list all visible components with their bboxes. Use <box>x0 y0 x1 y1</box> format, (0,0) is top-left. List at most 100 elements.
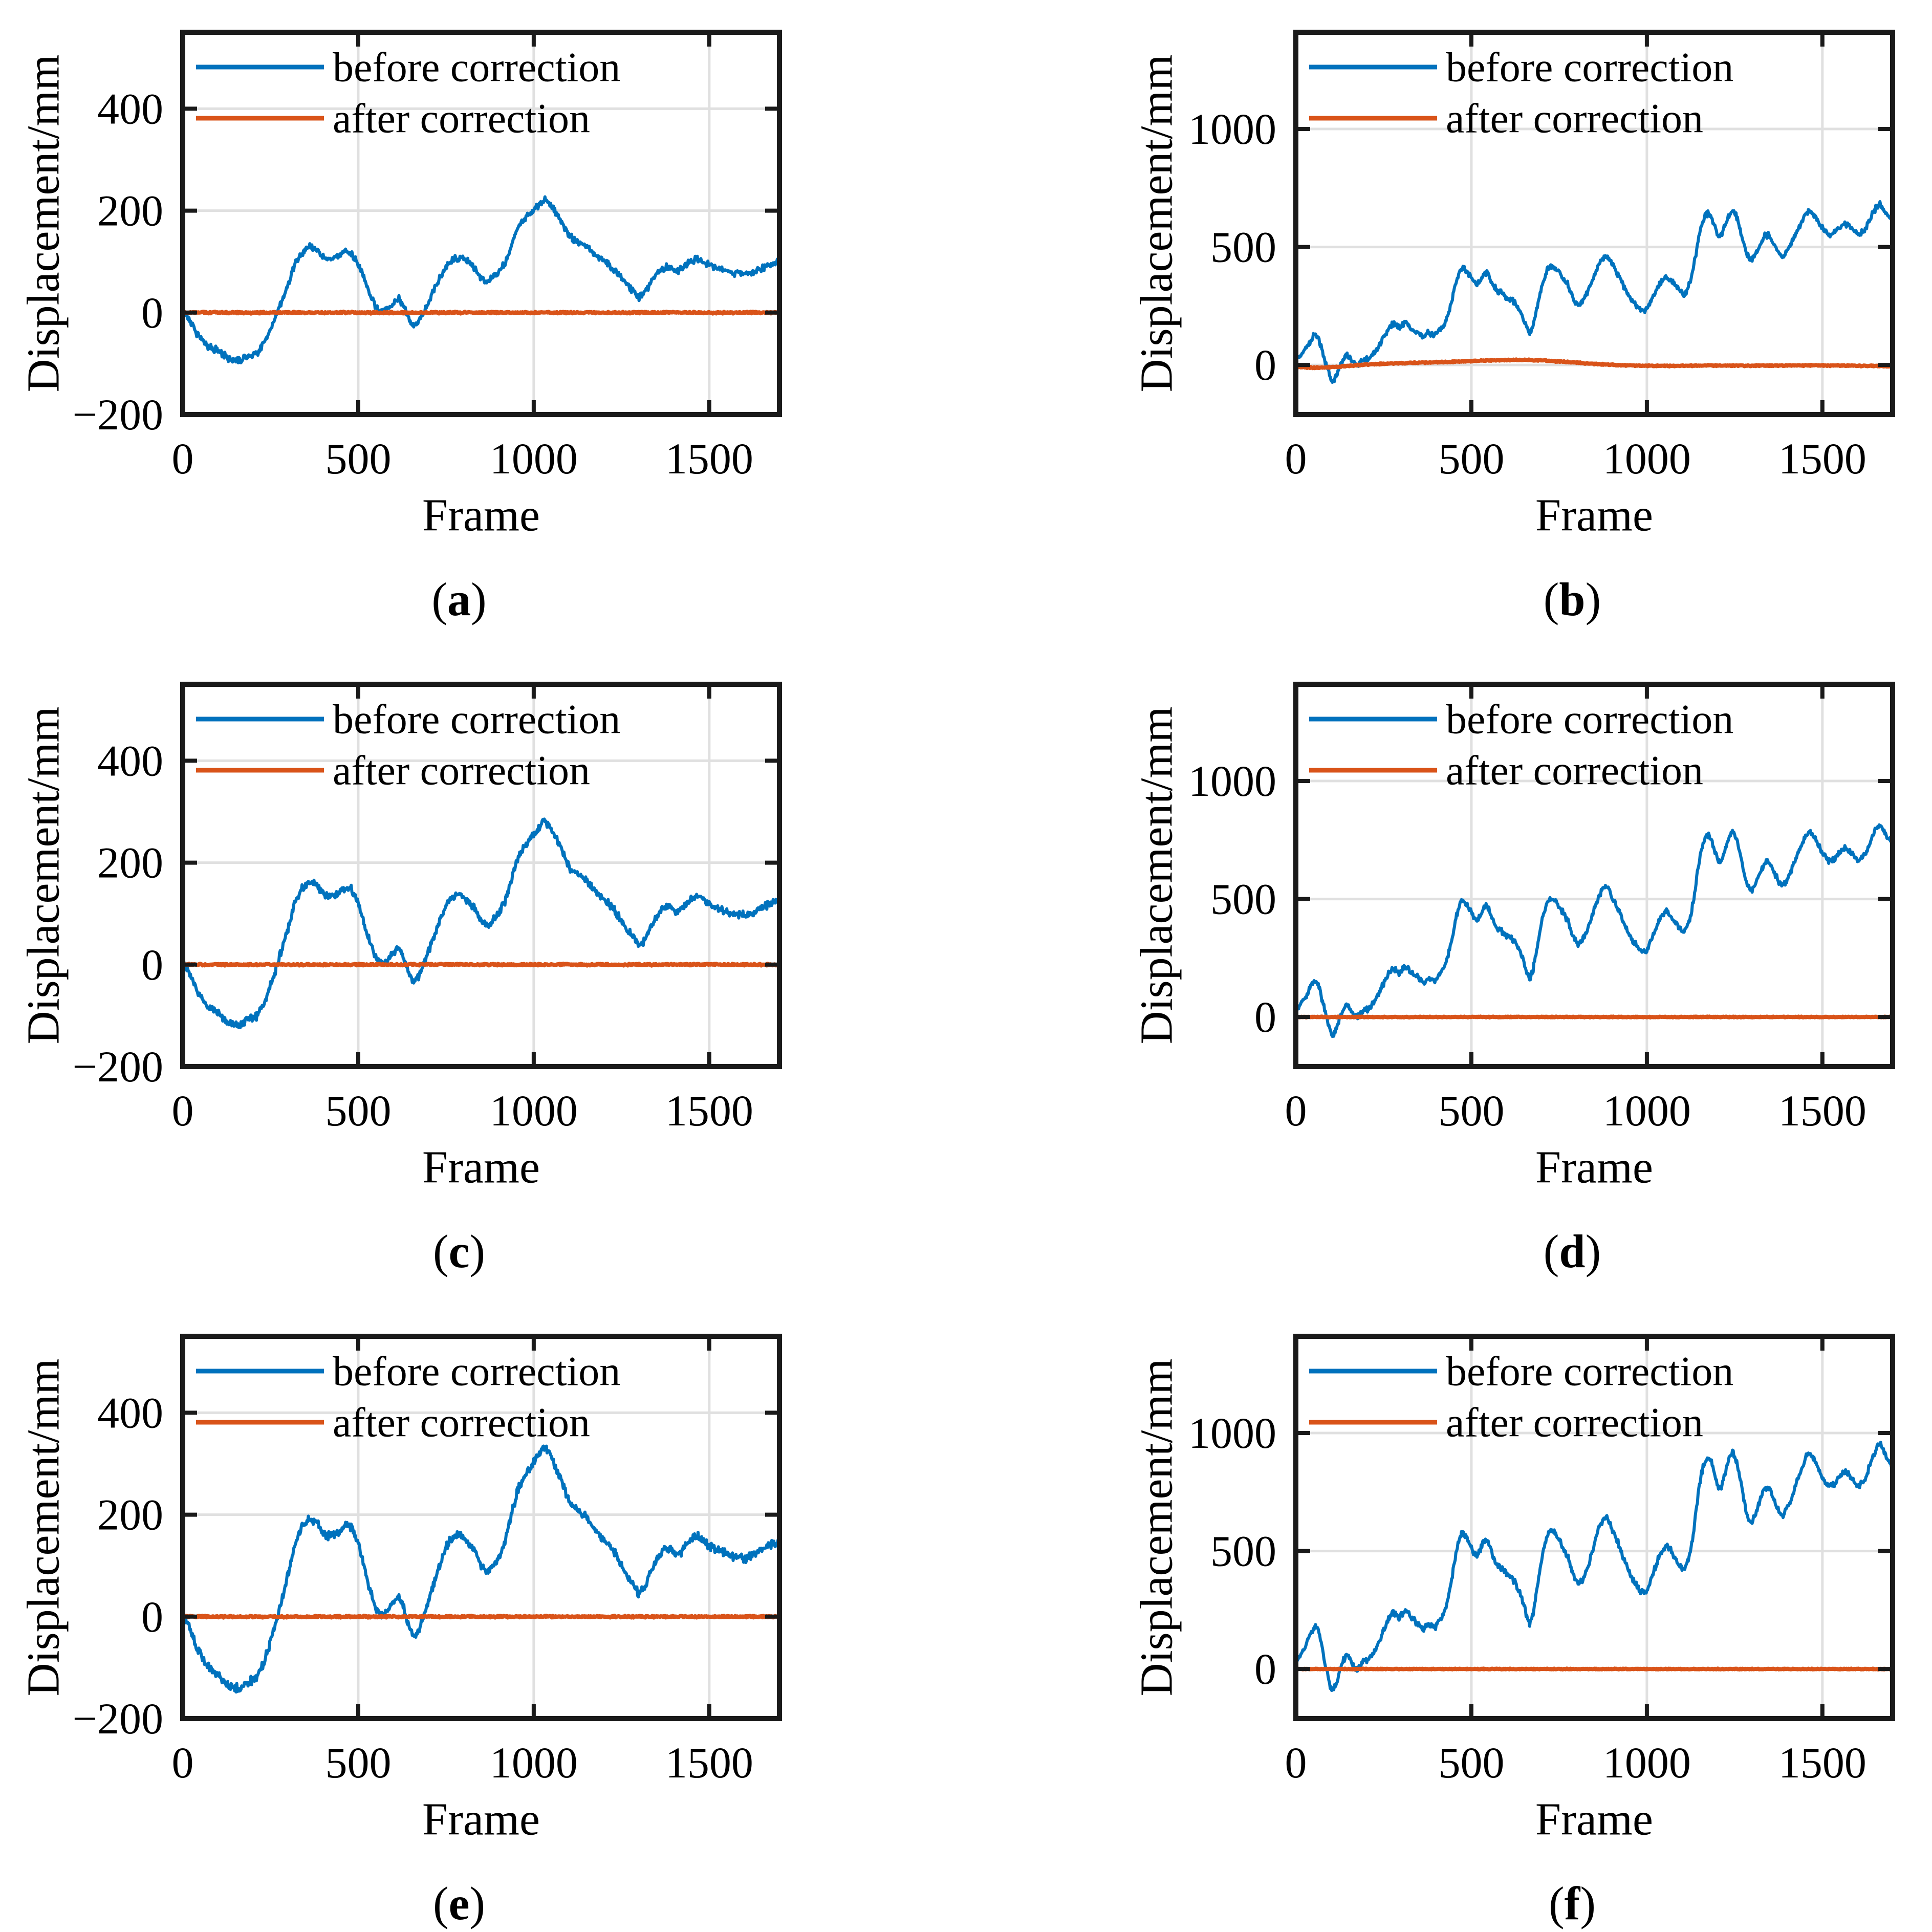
y-tick-label: −200 <box>72 1694 163 1743</box>
x-tick-label: 1500 <box>665 1086 753 1135</box>
legend-after-label: after correction <box>333 95 590 142</box>
panel-a: 0 500 1000 1500−2000200400FrameDisplacement… <box>18 30 782 625</box>
y-axis-label: Displacement/mm <box>18 707 69 1045</box>
plot-area <box>183 1336 779 1719</box>
legend-after-label: after correction <box>1446 747 1703 794</box>
x-axis-label: Frame <box>1535 490 1653 541</box>
y-axis-label: Displacement/mm <box>18 55 69 393</box>
x-axis-label: Frame <box>422 1794 540 1845</box>
series-after-correction-line <box>1294 357 1894 371</box>
tick-marks <box>185 1339 777 1716</box>
panel-letter: (c) <box>433 1225 485 1277</box>
x-axis-label: Frame <box>1535 1794 1653 1845</box>
y-tick-label: 0 <box>141 940 163 989</box>
y-axis-label: Displacement/mm <box>1132 707 1182 1045</box>
plot-area <box>1296 684 1893 1067</box>
y-tick-label: 0 <box>1254 992 1276 1041</box>
series-before-correction-line <box>181 1444 781 1694</box>
y-tick-label: 0 <box>1254 1644 1276 1694</box>
x-tick-label: 1000 <box>490 1086 578 1135</box>
x-tick-label: 1000 <box>1603 434 1691 483</box>
x-tick-label: 1500 <box>1778 434 1866 483</box>
x-tick-label: 0 <box>1285 434 1307 483</box>
x-tick-label: 500 <box>1438 1086 1504 1135</box>
tick-marks <box>1298 687 1890 1064</box>
x-tick-label: 0 <box>172 1086 194 1135</box>
legend-before-label: before correction <box>1446 1348 1733 1395</box>
axes-frame <box>1293 1334 1895 1721</box>
tick-marks <box>185 687 777 1064</box>
axes-frame <box>180 1334 782 1721</box>
plot-area <box>1296 1336 1893 1719</box>
axes-frame <box>180 682 782 1069</box>
panel-d: 0 500 1000 1500 0 500 1000 Frame Displacement/mm… <box>1132 682 1895 1277</box>
x-tick-label: 1000 <box>1603 1738 1691 1787</box>
legend-after-label: after correction <box>333 1399 590 1446</box>
x-tick-label: 500 <box>325 1738 391 1787</box>
y-tick-label: 1000 <box>1188 756 1276 806</box>
x-tick-label: 500 <box>325 1086 391 1135</box>
y-axis-label: Displacement/mm <box>1132 55 1182 393</box>
y-tick-label: 500 <box>1210 1527 1276 1576</box>
legend-before-label: before correction <box>1446 696 1733 743</box>
legend-after-label: after correction <box>1446 95 1703 142</box>
x-axis-label: Frame <box>422 490 540 541</box>
plot-area <box>183 684 779 1067</box>
tick-marks <box>1298 35 1890 412</box>
y-tick-label: 200 <box>97 1490 163 1539</box>
y-tick-label: −200 <box>72 390 163 439</box>
series-after-correction-line <box>181 961 781 968</box>
x-tick-label: 1500 <box>665 1738 753 1787</box>
tick-marks <box>185 35 777 412</box>
series-before-correction-line <box>182 817 781 1029</box>
legend-after-label: after correction <box>333 747 590 794</box>
panel-e: 0 500 1000 1500−2000200400FrameDisplacement… <box>18 1334 782 1929</box>
panel-c: 0 500 1000 1500−2000200400FrameDisplacement… <box>18 682 782 1277</box>
x-tick-label: 1500 <box>1778 1086 1866 1135</box>
panel-b: 0 500 1000 1500 0 500 1000 Frame Displacement/mm… <box>1132 30 1895 625</box>
y-tick-label: 200 <box>97 186 163 235</box>
series-after-correction-line <box>1294 1666 1894 1671</box>
x-tick-label: 0 <box>172 434 194 483</box>
series-before-correction-line <box>181 195 781 364</box>
y-tick-label: 200 <box>97 838 163 887</box>
y-tick-label: 400 <box>97 84 163 133</box>
y-tick-label: 500 <box>1210 875 1276 924</box>
legend-before-label: before correction <box>1446 44 1733 91</box>
y-axis-label: Displacement/mm <box>18 1359 69 1697</box>
axes-frame <box>1293 30 1895 417</box>
x-tick-label: 500 <box>325 434 391 483</box>
series-after-correction-line <box>1294 1014 1894 1019</box>
series-before-correction-line <box>1295 823 1894 1038</box>
panel-letter: (e) <box>433 1877 485 1929</box>
panel-letter: (f) <box>1549 1877 1596 1929</box>
series-before-correction-line <box>1294 200 1894 384</box>
tick-marks <box>1298 1339 1890 1716</box>
panel-letter: (b) <box>1544 573 1601 625</box>
y-tick-label: 1000 <box>1188 104 1276 154</box>
axes-frame <box>1293 682 1895 1069</box>
series-after-correction-line <box>181 1613 781 1620</box>
x-tick-label: 1000 <box>490 1738 578 1787</box>
y-tick-label: −200 <box>72 1042 163 1091</box>
y-tick-label: 1000 <box>1188 1408 1276 1458</box>
x-tick-label: 1000 <box>490 434 578 483</box>
x-tick-label: 1000 <box>1603 1086 1691 1135</box>
x-axis-label: Frame <box>422 1142 540 1193</box>
x-tick-label: 0 <box>1285 1086 1307 1135</box>
plot-area <box>1296 32 1893 415</box>
legend-before-label: before correction <box>333 44 620 91</box>
series-after-correction-line <box>181 309 782 316</box>
y-tick-label: 0 <box>1254 340 1276 389</box>
y-tick-label: 0 <box>141 288 163 337</box>
y-tick-label: 500 <box>1210 223 1276 272</box>
legend-before-label: before correction <box>333 696 620 743</box>
series-before-correction-line <box>1294 1441 1894 1692</box>
x-tick-label: 0 <box>1285 1738 1307 1787</box>
y-tick-label: 0 <box>141 1592 163 1641</box>
